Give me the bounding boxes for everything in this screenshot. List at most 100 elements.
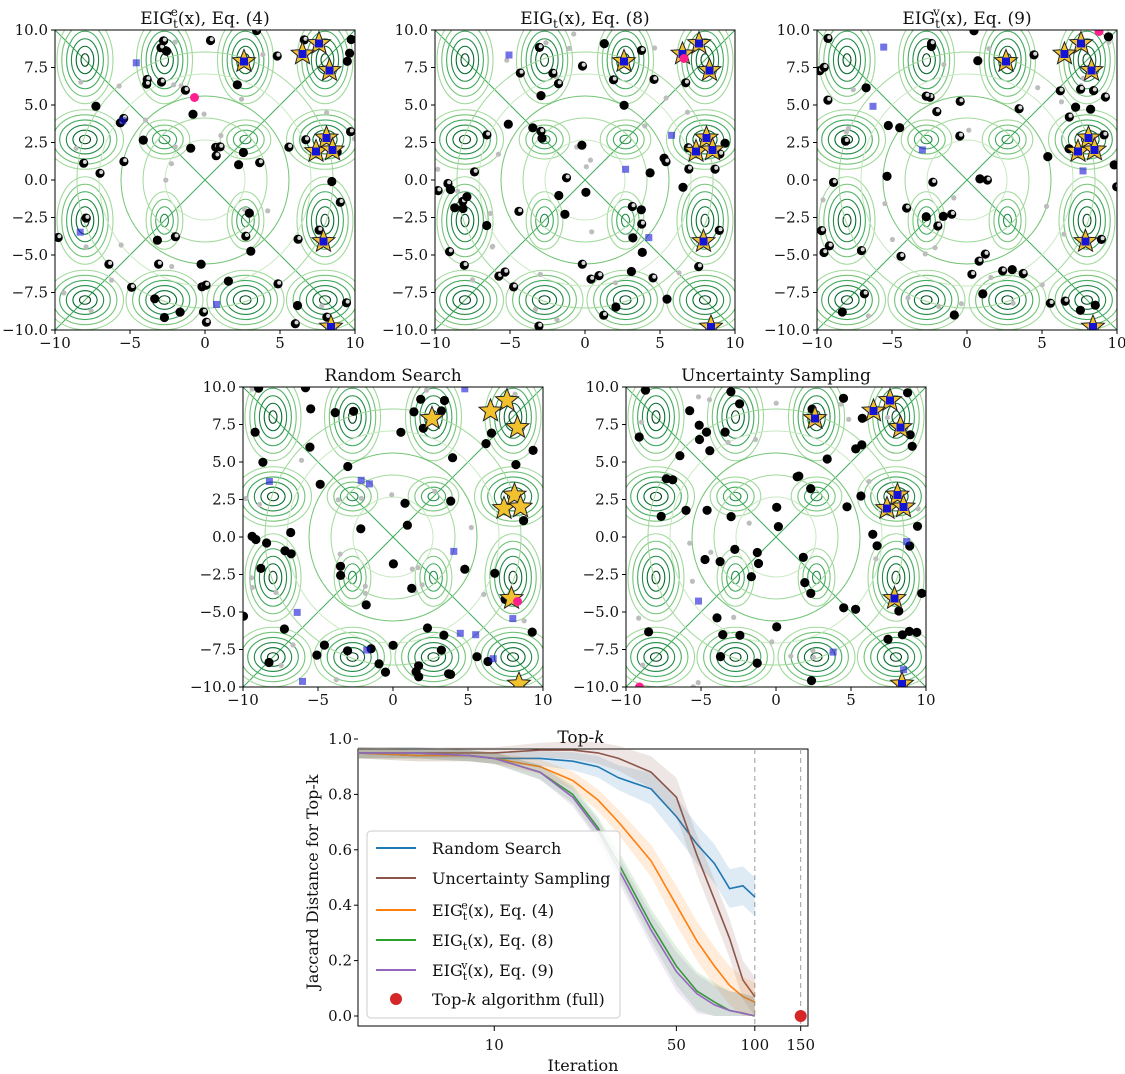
posterior-sample-point (684, 109, 691, 115)
y-tick-label: 5.0 (404, 96, 428, 114)
y-tick-label: 2.5 (212, 491, 236, 509)
query-point-highlight (512, 283, 517, 288)
posterior-sample-point (435, 166, 441, 172)
contour-ring (643, 647, 669, 667)
contour-ring (994, 290, 1021, 310)
query-point (436, 645, 446, 655)
query-point (662, 294, 672, 304)
query-point-highlight (276, 52, 281, 57)
query-point (252, 30, 262, 36)
current-query-point (635, 682, 644, 687)
query-point (336, 570, 346, 580)
query-point (599, 39, 609, 49)
y-tick-label: 7.5 (212, 416, 236, 434)
y-tick-label: −5.0 (392, 246, 428, 264)
selected-marker (896, 423, 905, 432)
contour-ring (243, 466, 313, 527)
query-point (752, 658, 762, 668)
query-point (246, 246, 256, 256)
x-tick-label: 5 (463, 691, 473, 709)
posterior-sample-point (389, 492, 395, 498)
query-point (1090, 300, 1100, 310)
contour-ring (328, 387, 377, 454)
query-point-highlight (209, 37, 214, 42)
posterior-sample-point (337, 551, 343, 557)
query-point (644, 627, 654, 637)
contour-ring (299, 119, 351, 160)
posterior-sample-point (468, 524, 474, 531)
posterior-sample-point (61, 290, 67, 296)
selected-marker (327, 323, 335, 330)
query-point-highlight (57, 234, 62, 239)
contour-ring (140, 30, 189, 97)
contour-ring (817, 114, 880, 165)
query-point (175, 307, 185, 317)
contour-ring (651, 570, 661, 585)
contour-ring (268, 410, 278, 424)
query-point (661, 474, 671, 484)
query-point (1007, 265, 1017, 275)
contour-ring (213, 274, 278, 326)
contour-ring (690, 38, 720, 82)
contour-ring (401, 631, 466, 683)
query-point (611, 302, 621, 312)
contour-ring (676, 176, 734, 265)
contour-ring (333, 481, 372, 512)
contour-ring (646, 402, 666, 432)
y-axis-label: Jaccard Distance for Top-k (303, 774, 322, 991)
contour-diagonal (817, 30, 1117, 330)
query-point (772, 622, 782, 632)
contour-ring (900, 119, 953, 160)
query-point (188, 109, 198, 119)
query-point (626, 266, 636, 277)
query-point-highlight (538, 322, 543, 327)
selected-marker (1087, 66, 1096, 75)
posterior-sample-point (495, 151, 502, 157)
contour-ring (692, 290, 718, 310)
contour-ring (828, 30, 866, 90)
contour-ring (1001, 134, 1014, 145)
query-point-highlight (986, 176, 991, 181)
y-tick-label: −7.5 (12, 284, 48, 302)
contour-ring (994, 129, 1021, 150)
panel-uncertainty-sampling: −10 −5 0 5 10 10.0 7.5 5.0 2.5 0.0 −2.5 −5.0 −7.5 −10… (573, 366, 936, 709)
selected-marker (903, 538, 911, 546)
topk-star (477, 397, 504, 422)
query-point (903, 388, 913, 398)
topk-star (501, 481, 528, 506)
contour-ring (907, 124, 946, 155)
query-point-highlight (1068, 113, 1073, 118)
contour-ring (338, 395, 367, 439)
query-point (374, 659, 384, 669)
query-point (1086, 104, 1096, 114)
query-point (256, 563, 266, 573)
contour-ring (420, 647, 447, 667)
contour-ring (627, 387, 685, 462)
contour-ring (685, 285, 725, 316)
query-point-highlight (339, 199, 344, 203)
posterior-sample-point (905, 295, 911, 301)
selected-marker (702, 134, 711, 142)
posterior-sample-point (201, 111, 207, 117)
selected-marker (695, 597, 702, 605)
query-point (882, 171, 892, 181)
contour-layer (817, 30, 1117, 330)
query-point (720, 427, 730, 437)
posterior-sample-point (116, 83, 122, 89)
contour-ring (219, 119, 272, 160)
query-point (938, 211, 948, 221)
contour-ring (525, 30, 564, 90)
posterior-sample-point (1061, 231, 1067, 237)
contour-ring (407, 476, 460, 517)
query-point-highlight (130, 284, 135, 289)
contour-ring-outer (860, 73, 1074, 287)
query-point (897, 630, 907, 640)
contour-ring (891, 570, 901, 585)
y-tick-label: 10.0 (395, 21, 428, 39)
contour-ring (243, 471, 306, 522)
contour-ring (285, 109, 355, 170)
contour-ring (452, 129, 478, 150)
query-point (396, 427, 406, 437)
selected-marker (119, 117, 127, 125)
selected-marker (132, 59, 140, 67)
